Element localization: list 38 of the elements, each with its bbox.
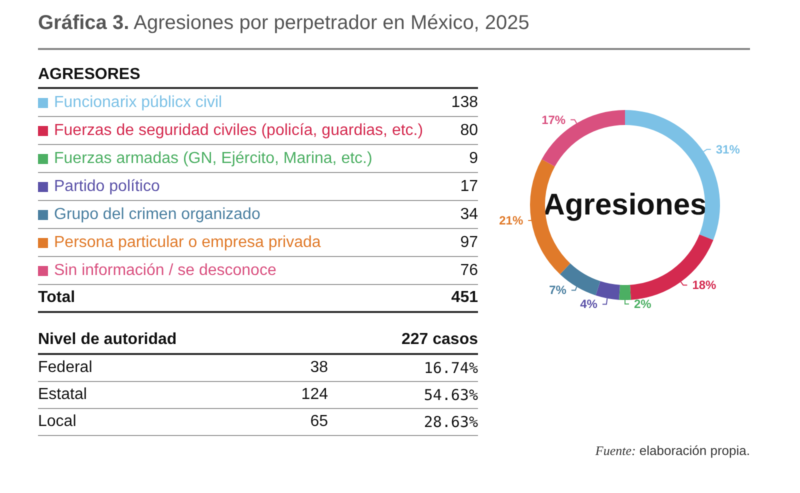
- text: Agresiones: [543, 188, 707, 222]
- source-note: Fuente: elaboración propia.: [595, 443, 750, 459]
- data-label: 18%: [692, 278, 717, 292]
- data-label: 7%: [549, 283, 567, 298]
- legend-label: Funcionarix públicx civil: [54, 93, 222, 112]
- text: 34: [460, 205, 478, 224]
- text: Total: [38, 289, 76, 307]
- text: Estatal: [38, 386, 88, 404]
- data-label: 2%: [634, 297, 652, 311]
- legend-label: Fuerzas armadas (GN, Ejército, Marina, etc.): [54, 149, 372, 168]
- text: 17: [460, 177, 478, 196]
- text: 227 casos: [401, 331, 478, 349]
- text: 80: [460, 121, 478, 140]
- text: 138: [451, 93, 478, 112]
- legend-title: AGRESORES: [38, 66, 478, 89]
- text: 76: [460, 261, 478, 280]
- legend-label: Fuerzas de seguridad civiles (policía, guardias, etc.): [54, 121, 424, 140]
- text: 9: [469, 149, 478, 168]
- text: 38: [309, 359, 328, 377]
- text: 16.74%: [422, 359, 478, 377]
- legend-label: Grupo del crimen organizado: [54, 205, 260, 224]
- legend-label: Persona particular o empresa privada: [54, 233, 321, 252]
- text: Federal: [38, 359, 94, 377]
- text: 28.63%: [422, 413, 478, 431]
- legend-label: Partido político: [54, 177, 160, 196]
- text: 54.63%: [422, 386, 478, 404]
- text: Local: [38, 413, 78, 431]
- chart-title: Gráfica 3. Agresiones por perpetrador en México, 2025: [38, 12, 530, 34]
- text: 65: [309, 413, 328, 431]
- text: 124: [300, 386, 328, 404]
- legend-label: Sin información / se desconoce: [54, 261, 276, 280]
- data-label: 21%: [499, 213, 524, 228]
- data-label: 4%: [580, 297, 598, 312]
- text: 97: [460, 233, 478, 252]
- text: 451: [451, 289, 478, 307]
- text: Nivel de autoridad: [38, 331, 177, 349]
- data-label: 31%: [716, 142, 740, 156]
- data-label: 17%: [542, 112, 566, 127]
